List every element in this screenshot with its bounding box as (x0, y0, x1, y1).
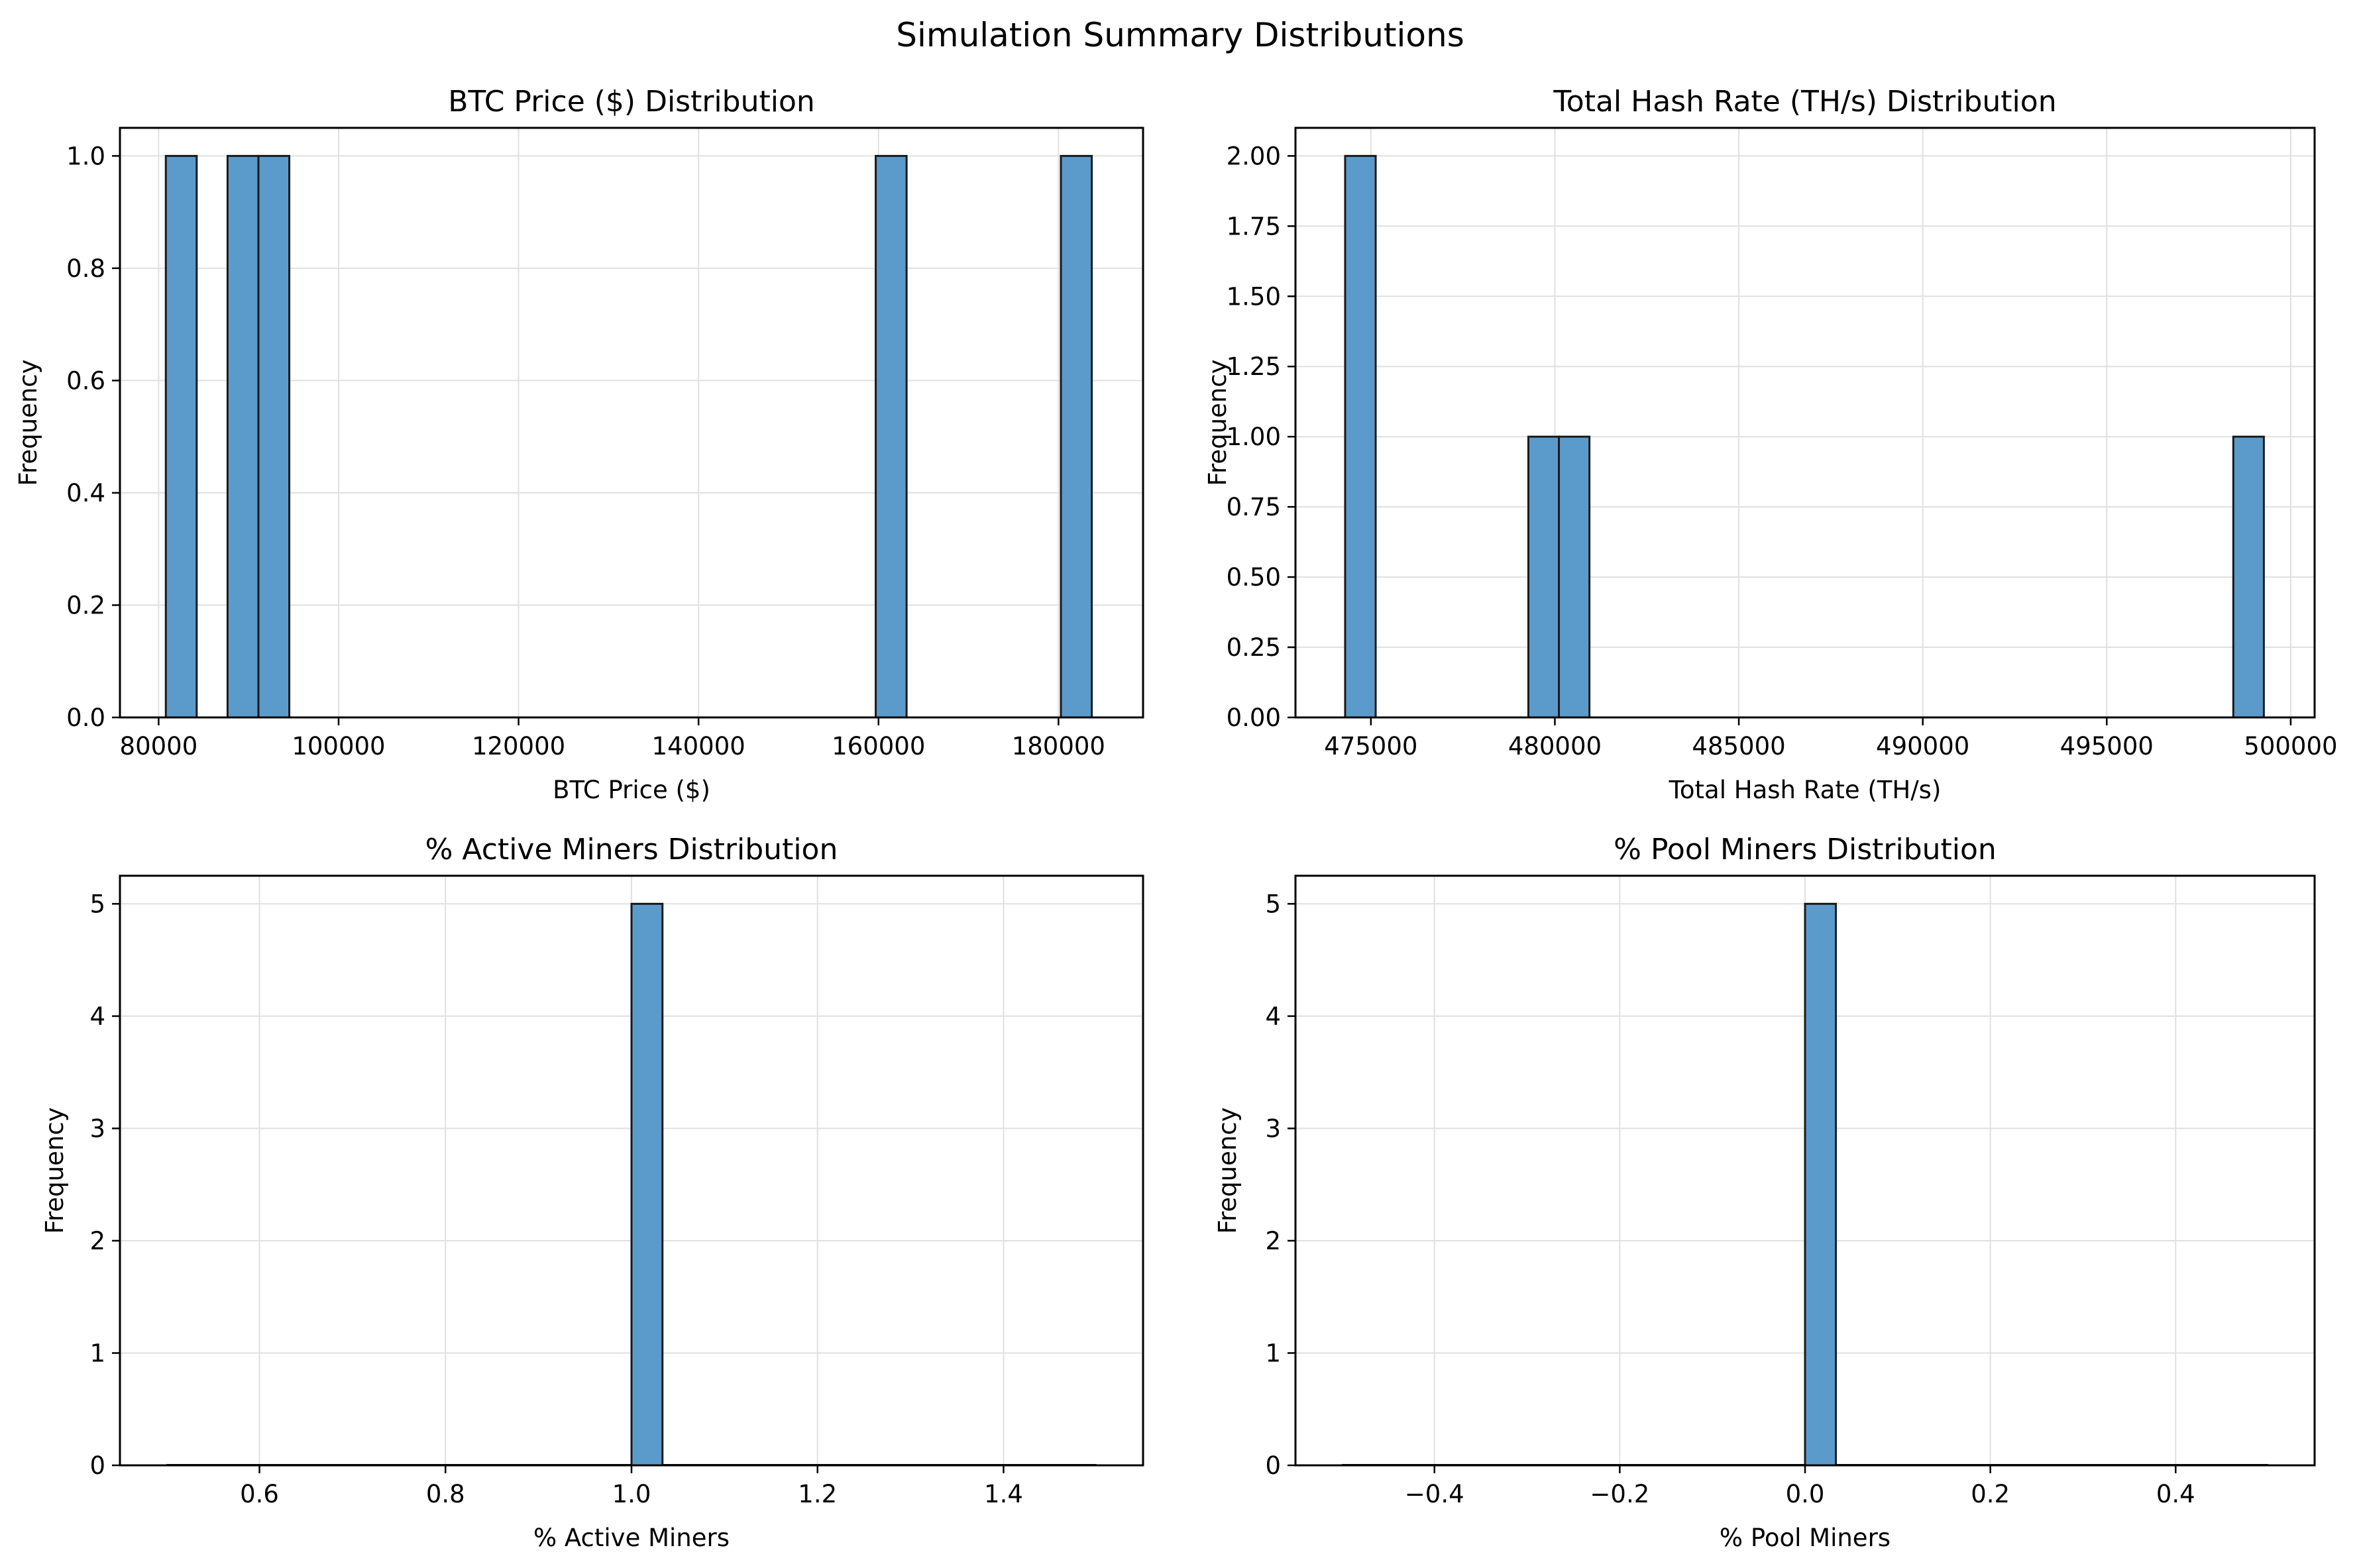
y-tick-label: 1.00 (1227, 423, 1281, 451)
y-tick-label: 0.25 (1227, 633, 1281, 662)
histogram-bar (257, 154, 291, 719)
x-tick-label: 80000 (120, 732, 198, 760)
plot-frame (119, 127, 1144, 719)
x-tick-label: 160000 (832, 732, 925, 760)
x-tick-label: 0.0 (1786, 1480, 1825, 1508)
y-tick-label: 0 (89, 1451, 105, 1480)
y-tick-label: 0 (1265, 1451, 1281, 1480)
x-axis-label: % Pool Miners (1720, 1524, 1891, 1552)
y-tick-label: 1.0 (66, 142, 105, 170)
subplot-title: Total Hash Rate (TH/s) Distribution (1553, 85, 2056, 119)
y-tick-label: 4 (1265, 1002, 1281, 1031)
x-tick-label: 490000 (1876, 732, 1969, 760)
x-tick-label: 1.4 (984, 1480, 1023, 1508)
x-tick-label: 1.2 (798, 1480, 837, 1508)
y-tick-label: 0.0 (66, 704, 105, 732)
x-tick-label: 0.8 (426, 1480, 465, 1508)
grid-lines (1295, 128, 2315, 718)
y-tick-label: 0.50 (1227, 563, 1281, 592)
subplot-title: BTC Price ($) Distribution (448, 85, 815, 119)
y-tick-label: 5 (89, 890, 105, 918)
y-tick-label: 5 (1265, 890, 1281, 918)
y-tick-label: 1 (89, 1339, 105, 1367)
y-tick-label: 2 (89, 1227, 105, 1255)
y-tick-label: 1 (1265, 1339, 1281, 1367)
y-tick-label: 1.25 (1227, 352, 1281, 381)
axes: 475000 480000 485000 490000 495000 500000 0.00… (1227, 127, 2338, 760)
axes: 80000 100000 120000 140000 160000 180000 0.0 0.… (66, 127, 1144, 760)
y-tick-label: 0.6 (66, 366, 105, 395)
y-tick-label: 0.2 (66, 591, 105, 619)
x-tick-label: 475000 (1324, 732, 1417, 760)
y-tick-label: 3 (1265, 1114, 1281, 1143)
y-tick-label: 0.8 (66, 254, 105, 283)
y-tick-label: 0.75 (1227, 493, 1281, 521)
histogram-bar (1344, 154, 1377, 719)
axes: −0.4 −0.2 0.0 0.2 0.4 0 1 2 3 4 5 (1265, 874, 2316, 1508)
y-axis-label: Frequency (40, 1107, 69, 1233)
subplot-active-miners: % Active Miners Distribution % Active Mi… (40, 833, 1144, 1552)
x-tick-label: 480000 (1508, 732, 1602, 760)
plot-frame (1294, 127, 2316, 719)
y-tick-label: 0.4 (66, 479, 105, 507)
y-tick-label: 4 (89, 1002, 105, 1031)
x-tick-label: 485000 (1692, 732, 1785, 760)
y-axis-label: Frequency (14, 359, 42, 486)
histogram-bar (1060, 154, 1093, 719)
histogram-bar (1558, 435, 1591, 719)
x-axis-label: Total Hash Rate (TH/s) (1669, 776, 1942, 804)
x-tick-label: −0.4 (1405, 1480, 1464, 1508)
x-tick-label: 0.4 (2156, 1480, 2195, 1508)
subplot-pool-miners: % Pool Miners Distribution % Pool Miners… (1213, 833, 2316, 1552)
x-tick-label: 0.2 (1971, 1480, 2010, 1508)
y-tick-label: 2.00 (1227, 142, 1281, 170)
y-axis-label: Frequency (1203, 359, 1232, 486)
y-tick-label: 0.00 (1227, 704, 1281, 732)
histogram-bars (166, 902, 1097, 1467)
x-tick-label: 100000 (292, 732, 385, 760)
x-tick-label: −0.2 (1590, 1480, 1649, 1508)
histogram-bar (1527, 435, 1561, 719)
subplot-btc-price: BTC Price ($) Distribution BTC Price ($)… (14, 85, 1144, 804)
axes: 0.6 0.8 1.0 1.2 1.4 0 1 2 3 4 5 (89, 874, 1144, 1508)
histogram-bar (226, 154, 260, 719)
x-tick-label: 500000 (2244, 732, 2337, 760)
x-tick-label: 180000 (1012, 732, 1105, 760)
y-tick-label: 3 (89, 1114, 105, 1143)
y-axis-label: Frequency (1213, 1107, 1242, 1233)
x-tick-label: 0.6 (240, 1480, 279, 1508)
y-tick-label: 2 (1265, 1227, 1281, 1255)
y-tick-label: 1.50 (1227, 282, 1281, 311)
histogram-bar (875, 154, 908, 719)
x-tick-label: 495000 (2060, 732, 2154, 760)
histogram-bar (164, 154, 198, 719)
x-tick-label: 140000 (652, 732, 745, 760)
figure-title: Simulation Summary Distributions (896, 16, 1464, 54)
subplot-title: % Pool Miners Distribution (1614, 833, 1997, 866)
histogram-bar (630, 902, 664, 1467)
histogram-bars (1341, 902, 2269, 1467)
x-tick-label: 120000 (472, 732, 565, 760)
histogram-bar (1804, 902, 1838, 1467)
y-tick-label: 1.75 (1227, 212, 1281, 240)
subplot-title: % Active Miners Distribution (425, 833, 838, 866)
x-axis-label: BTC Price ($) (553, 776, 710, 804)
x-axis-label: % Active Miners (533, 1524, 730, 1552)
histogram-bar (2232, 435, 2265, 719)
x-tick-label: 1.0 (612, 1480, 651, 1508)
subplot-hash-rate: Total Hash Rate (TH/s) Distribution Tota… (1203, 85, 2338, 804)
histogram-bars (164, 154, 1093, 719)
